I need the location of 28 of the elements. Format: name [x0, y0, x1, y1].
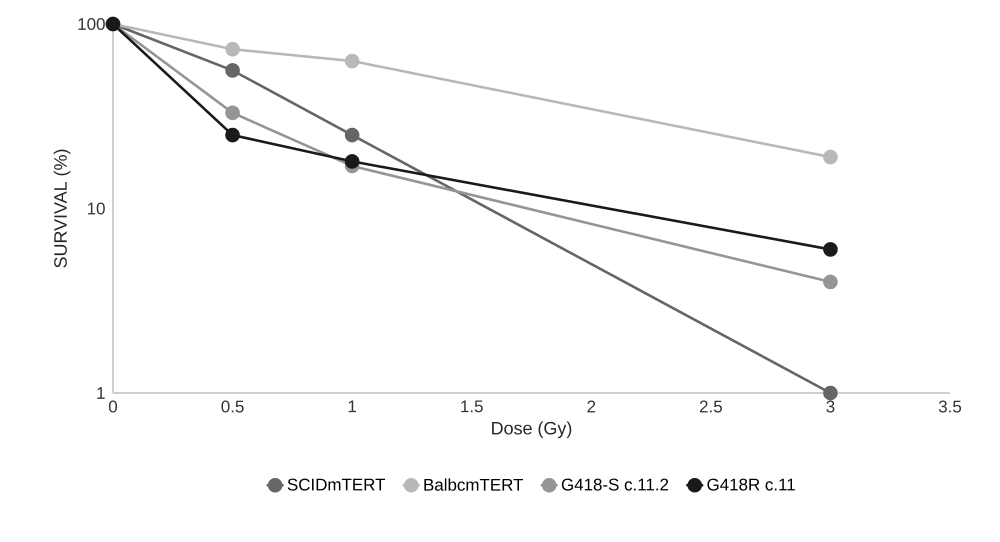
x-tick-label: 2 [587, 400, 596, 412]
point [823, 242, 838, 257]
x-tick-label: 3.5 [938, 400, 962, 413]
legend-label: G418-S c.11.2 [562, 478, 668, 491]
x-tick-label: 1.5 [461, 400, 483, 412]
point [225, 106, 240, 120]
point [344, 54, 360, 68]
point [823, 386, 838, 400]
y-tick-label: 100 [78, 18, 105, 30]
y-tick-label: 1 [97, 387, 105, 399]
legend-label: G418R c.11 [707, 478, 795, 491]
point [225, 42, 240, 57]
legend-label: SCIDmTERT [288, 478, 386, 491]
point [823, 274, 838, 290]
point [225, 128, 240, 142]
point [225, 63, 240, 78]
x-tick-label: 3 [826, 400, 834, 413]
point [823, 150, 838, 164]
legend-label: BalbcmTERT [424, 478, 524, 491]
x-tick-label: 1 [348, 400, 356, 412]
point [344, 154, 360, 169]
x-tick-label: 0.5 [221, 400, 244, 413]
point [344, 128, 360, 142]
y-axis-title: SURVIVAL (%) [54, 150, 70, 268]
y-tick-label: 10 [88, 202, 105, 214]
x-tick-label: 2.5 [700, 400, 722, 413]
x-axis-title: Dose (Gy) [492, 421, 572, 438]
x-tick-label: 0 [108, 400, 118, 413]
